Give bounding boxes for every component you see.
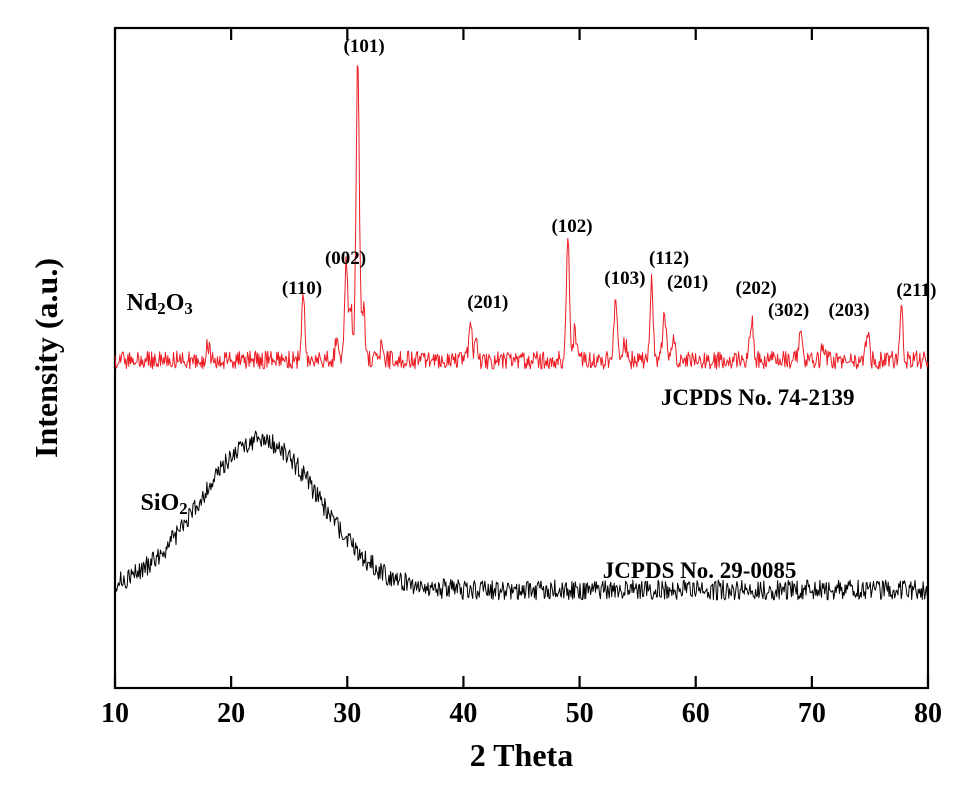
xrd-chart: 10 20 30 40 50 60 70 80 2 Theta Intensity (a.u.) S… xyxy=(0,0,968,788)
peak-label: (201) xyxy=(667,272,708,293)
peak-label: (112) xyxy=(649,248,689,269)
x-tick-label: 70 xyxy=(798,698,826,729)
x-tick-label: 50 xyxy=(566,698,594,729)
x-tick-label: 30 xyxy=(333,698,361,729)
x-tick-label: 60 xyxy=(682,698,710,729)
series-line-sio2 xyxy=(115,431,928,600)
series-line-nd2o3 xyxy=(115,66,928,370)
x-tick-label: 40 xyxy=(449,698,477,729)
series-label-nd2o3: Nd2O3 xyxy=(127,290,193,318)
x-tick-label: 80 xyxy=(914,698,942,729)
x-axis-label: 2 Theta xyxy=(470,737,573,773)
peak-label: (002) xyxy=(325,248,366,269)
peak-label: (201) xyxy=(467,292,508,313)
peak-label: (102) xyxy=(551,216,592,237)
peak-label: (211) xyxy=(896,280,936,301)
jcpds-label-nd2o3: JCPDS No. 74-2139 xyxy=(661,385,855,410)
jcpds-label-sio2: JCPDS No. 29-0085 xyxy=(603,558,797,583)
x-tick-label: 10 xyxy=(101,698,129,729)
peak-label: (302) xyxy=(768,300,809,321)
x-tick-label: 20 xyxy=(217,698,245,729)
peak-label: (110) xyxy=(282,278,322,299)
series-label-sio2: SiO2 xyxy=(141,490,188,518)
peak-label: (101) xyxy=(344,36,385,57)
peak-label: (103) xyxy=(604,268,645,289)
chart-svg: 10 20 30 40 50 60 70 80 2 Theta Intensity (a.u.) S… xyxy=(0,0,968,788)
peak-label: (202) xyxy=(736,278,777,299)
peak-label: (203) xyxy=(828,300,869,321)
y-axis-label: Intensity (a.u.) xyxy=(28,258,64,458)
